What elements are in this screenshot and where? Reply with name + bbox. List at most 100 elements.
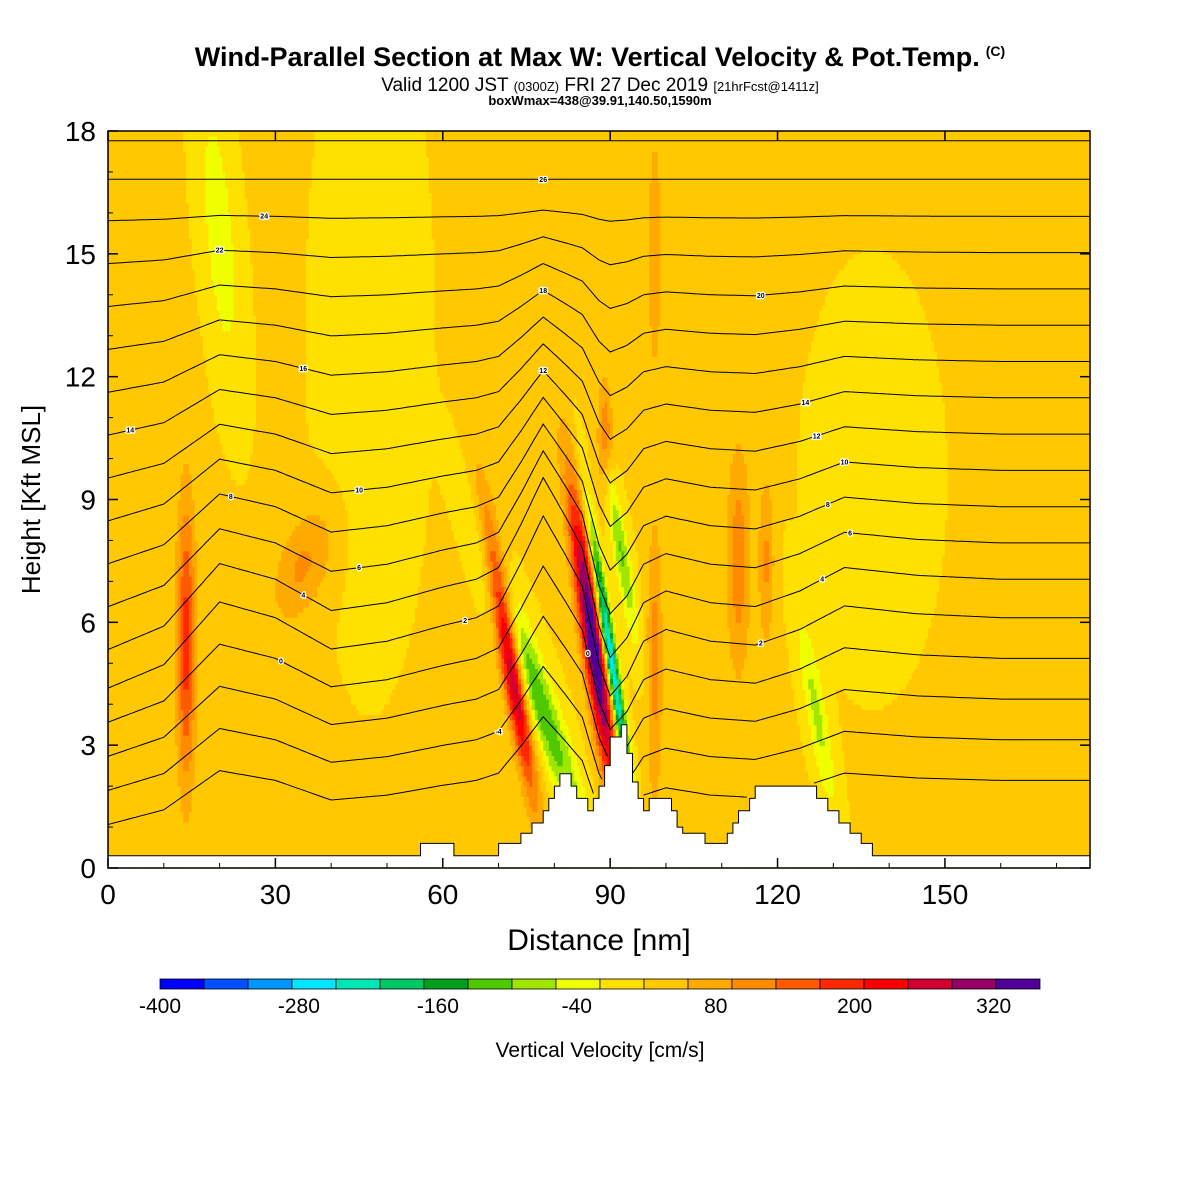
velocity-cell	[741, 668, 745, 869]
velocity-cell	[414, 131, 419, 608]
velocity-cell	[607, 678, 611, 685]
velocity-cell	[233, 479, 237, 869]
velocity-cell	[917, 663, 921, 869]
velocity-cell	[172, 131, 176, 869]
velocity-cell	[615, 714, 620, 721]
velocity-cell	[813, 688, 818, 726]
velocity-cell	[587, 458, 592, 495]
velocity-cell	[314, 514, 318, 598]
velocity-cell	[481, 468, 486, 542]
velocity-cell	[523, 786, 528, 808]
velocity-cell	[811, 740, 815, 797]
velocity-cell	[562, 535, 567, 675]
velocity-cell	[822, 740, 826, 746]
velocity-cell	[992, 131, 996, 869]
velocity-cell	[654, 356, 659, 526]
velocity-cell	[886, 704, 890, 869]
theta-contour	[107, 316, 1090, 397]
velocity-cell	[186, 770, 190, 823]
velocity-cell	[604, 647, 608, 654]
velocity-cell	[864, 709, 868, 869]
velocity-cell	[381, 131, 385, 710]
velocity-cell	[1003, 131, 1007, 869]
velocity-cell	[339, 673, 343, 869]
velocity-cell	[660, 131, 664, 613]
velocity-cell	[400, 131, 405, 669]
y-tick-label: 9	[80, 485, 96, 516]
velocity-cell	[269, 131, 274, 869]
velocity-cell	[520, 765, 525, 777]
velocity-cell	[518, 755, 522, 767]
velocity-cell	[465, 473, 469, 582]
velocity-cell	[626, 131, 631, 501]
velocity-cell	[520, 627, 525, 654]
velocity-cell	[518, 668, 522, 680]
velocity-cell	[278, 606, 282, 869]
velocity-cell	[439, 494, 444, 869]
velocity-cell	[607, 724, 611, 741]
velocity-cell	[593, 729, 597, 741]
velocity-cell	[537, 729, 542, 741]
velocity-cell	[562, 479, 567, 536]
velocity-cell	[294, 617, 299, 869]
velocity-cell	[607, 637, 611, 649]
colorbar-swatch	[951, 978, 997, 990]
velocity-cell	[587, 724, 592, 767]
velocity-cell	[501, 673, 505, 685]
velocity-cell	[788, 519, 793, 675]
colorbar-swatch	[159, 978, 205, 990]
velocity-cell	[158, 131, 162, 869]
velocity-cell	[467, 131, 472, 485]
velocity-cell	[264, 131, 268, 869]
velocity-cell	[741, 606, 745, 669]
velocity-cell	[836, 688, 840, 700]
velocity-cell	[573, 591, 578, 613]
velocity-cell	[1039, 131, 1044, 869]
colorbar-tick-label: -280	[278, 995, 320, 1018]
velocity-cell	[850, 131, 854, 260]
velocity-cell	[557, 131, 561, 429]
velocity-cell	[509, 658, 514, 690]
velocity-cell	[501, 683, 505, 700]
velocity-cell	[239, 484, 243, 869]
velocity-cell	[515, 663, 519, 669]
velocity-cell	[1017, 131, 1021, 869]
velocity-cell	[841, 269, 846, 690]
velocity-cell	[1064, 131, 1069, 869]
velocity-cell	[571, 540, 575, 567]
velocity-cell	[596, 596, 600, 603]
velocity-cell	[1014, 131, 1019, 869]
velocity-cell	[638, 571, 642, 700]
velocity-cell	[336, 622, 341, 664]
velocity-cell	[317, 458, 321, 516]
velocity-cell	[593, 514, 597, 531]
velocity-cell	[646, 617, 650, 644]
velocity-cell	[504, 612, 508, 623]
velocity-cell	[585, 550, 589, 557]
velocity-cell	[579, 473, 583, 490]
velocity-cell	[607, 668, 611, 675]
velocity-cell	[540, 668, 544, 685]
velocity-cell	[529, 131, 533, 582]
velocity-cell	[294, 581, 299, 618]
colorbar-tick-label: -400	[139, 995, 181, 1018]
velocity-cell	[375, 714, 380, 869]
velocity-cell	[587, 709, 592, 726]
velocity-cell	[548, 765, 553, 782]
velocity-cell	[498, 131, 502, 536]
velocity-cell	[384, 131, 388, 705]
velocity-cell	[911, 673, 915, 869]
x-tick-label: 120	[754, 879, 801, 910]
velocity-cell	[596, 530, 600, 542]
velocity-cell	[280, 131, 285, 552]
velocity-cell	[289, 617, 293, 869]
y-tick-label: 6	[80, 607, 96, 638]
velocity-cell	[590, 571, 595, 577]
velocity-cell	[610, 668, 614, 675]
velocity-cell	[599, 622, 603, 629]
velocity-cell	[532, 647, 536, 664]
colorbar-swatch	[907, 978, 953, 990]
velocity-cell	[872, 709, 876, 869]
velocity-cell	[582, 525, 586, 536]
velocity-cell	[506, 632, 511, 649]
